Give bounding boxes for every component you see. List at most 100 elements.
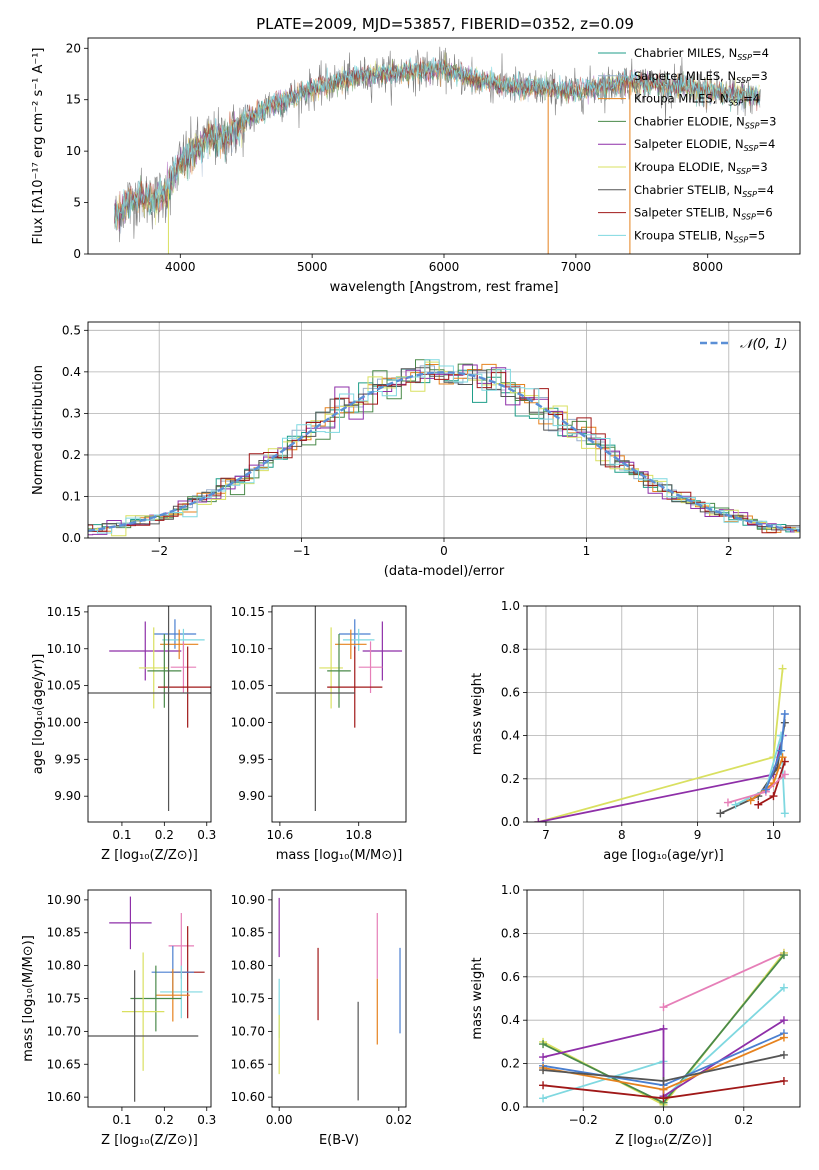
x-tick-label: 1 [583, 544, 591, 558]
series-marker [754, 800, 763, 809]
y-tick-label: 1.0 [501, 599, 520, 613]
y-tick-label: 10.00 [47, 715, 81, 729]
x-axis-label: age [log₁₀(age/yr)] [603, 848, 724, 863]
legend-label: 𝒩(0, 1) [740, 337, 787, 352]
model-line-kroupa_stelib [114, 57, 761, 230]
y-tick-label: 10.70 [47, 1024, 81, 1038]
y-tick-label: 0.0 [62, 531, 81, 545]
plot-area [88, 896, 205, 1102]
axes-frame [271, 605, 407, 823]
legend-label-text: Chabrier STELIB, N [634, 183, 742, 197]
legend-label-suffix: =3 [760, 114, 777, 128]
x-tick-label: 8000 [692, 260, 723, 274]
panel-age_vs_z: 0.1 0.2 0.3 9.90 9.95 10.00 10.05 10.10 10.15 Z [… [31, 605, 216, 863]
y-tick-label: 0.2 [501, 772, 520, 786]
x-tick-label: 10 [766, 828, 781, 842]
legend-label-suffix: =4 [752, 46, 769, 60]
y-tick-label: 10.80 [231, 959, 265, 973]
x-tick-label: −2 [150, 544, 168, 558]
x-tick-label: 10.6 [267, 828, 294, 842]
panel-mass_vs_ebv: 0.00 0.02 10.60 10.65 10.70 10.75 10.80 10.85 10… [231, 889, 412, 1148]
axes-frame [526, 605, 801, 823]
y-tick-label: 10.05 [231, 679, 265, 693]
legend-label-text: Kroupa STELIB, N [634, 228, 734, 242]
axes-frame [87, 889, 212, 1108]
legend-label-suffix: =5 [748, 228, 765, 242]
y-tick-label: 0.4 [501, 729, 520, 743]
x-tick-label: 0.00 [266, 1113, 293, 1127]
series-marker [539, 1066, 548, 1075]
series-marker [761, 785, 770, 794]
series-marker [716, 809, 725, 818]
y-tick-label: 5 [73, 196, 81, 210]
y-tick-label: 0.0 [501, 815, 520, 829]
y-tick-label: 10.00 [231, 715, 265, 729]
y-axis-label: mass weight [470, 957, 485, 1039]
x-tick-label: 0.1 [112, 828, 131, 842]
panel-mass_vs_z: 0.1 0.2 0.3 10.60 10.65 10.70 10.75 10.80 10.85 1… [21, 889, 216, 1148]
series-marker [534, 818, 543, 822]
legend-label-text: Chabrier MILES, N [634, 46, 737, 60]
legend-label-text: Salpeter ELODIE, N [634, 137, 744, 151]
legend-label-text: Kroupa ELODIE, N [634, 160, 736, 174]
y-tick-label: 10.60 [47, 1090, 81, 1104]
plot-area [527, 606, 800, 822]
histogram-kroupa_miles [88, 363, 800, 533]
y-axis-label: mass weight [470, 673, 485, 755]
x-tick-label: 0.2 [155, 828, 174, 842]
legend-label-sub: SSP [736, 167, 751, 176]
y-tick-label: 0.6 [501, 685, 520, 699]
x-axis-label: Z [log₁₀(Z/Z⊙)] [615, 1133, 712, 1148]
y-tick-label: 0.1 [62, 489, 81, 503]
y-tick-label: 9.95 [54, 752, 81, 766]
axes-frame [87, 321, 801, 539]
y-tick-label: 0.8 [501, 642, 520, 656]
y-tick-label: 0.2 [501, 1057, 520, 1071]
axes-frame [87, 37, 801, 255]
y-tick-label: 0.2 [62, 448, 81, 462]
panel-mass_weight_vs_z: −0.2 0.0 0.2 0.0 0.2 0.4 0.6 0.8 1.0 Z [log₁₀(Z/Z… [470, 883, 801, 1148]
normal-curve [88, 371, 800, 532]
legend-label-text: Kroupa MILES, N [634, 92, 729, 106]
y-tick-label: 0.3 [62, 406, 81, 420]
axes-frame [87, 605, 212, 823]
y-tick-label: 10.90 [231, 893, 265, 907]
histogram-salpeter_miles [88, 365, 800, 532]
panel-residuals: −2 −1 0 1 2 0.0 0.1 0.2 0.3 0.4 0.5 (data-model)/er… [31, 321, 801, 579]
series-marker [779, 983, 788, 992]
y-tick-label: 10.10 [47, 642, 81, 656]
series-marker [659, 1094, 668, 1103]
series-marker [777, 731, 786, 740]
series-marker [659, 1085, 668, 1094]
y-tick-label: 9.95 [238, 752, 265, 766]
y-tick-label: 0.4 [62, 365, 81, 379]
x-tick-label: 7000 [561, 260, 592, 274]
plot-area [278, 897, 401, 1101]
x-axis-label: Z [log₁₀(Z/Z⊙)] [101, 848, 198, 863]
legend-label-sub: SSP [741, 213, 756, 222]
y-axis-label: Flux [fλ10⁻¹⁷ erg cm⁻² s⁻¹ A⁻¹] [31, 48, 46, 245]
series-marker [539, 1094, 548, 1103]
plot-area [275, 606, 403, 811]
series-marker [779, 1033, 788, 1042]
legend-label-sub: SSP [745, 121, 760, 130]
panel-age_vs_mass: 10.6 10.8 9.90 9.95 10.00 10.05 10.10 10.15 mass… [231, 605, 407, 863]
plot-area [527, 890, 800, 1107]
series-marker [777, 746, 786, 755]
x-axis-label: (data-model)/error [384, 564, 505, 579]
y-tick-label: 0.6 [501, 970, 520, 984]
x-tick-label: 10.8 [345, 828, 372, 842]
y-tick-label: 0 [73, 247, 81, 261]
legend-label-suffix: =4 [757, 183, 774, 197]
x-tick-label: 0.02 [385, 1113, 412, 1127]
x-tick-label: 7 [542, 828, 550, 842]
y-tick-label: 10.85 [231, 926, 265, 940]
legend-label-sub: SSP [729, 99, 744, 108]
y-tick-label: 0.0 [501, 1100, 520, 1114]
legend-label-sub: SSP [744, 144, 759, 153]
series-line [542, 1019, 785, 1098]
series-marker [779, 1076, 788, 1085]
series-marker [780, 757, 789, 766]
x-tick-label: 0.0 [654, 1113, 673, 1127]
